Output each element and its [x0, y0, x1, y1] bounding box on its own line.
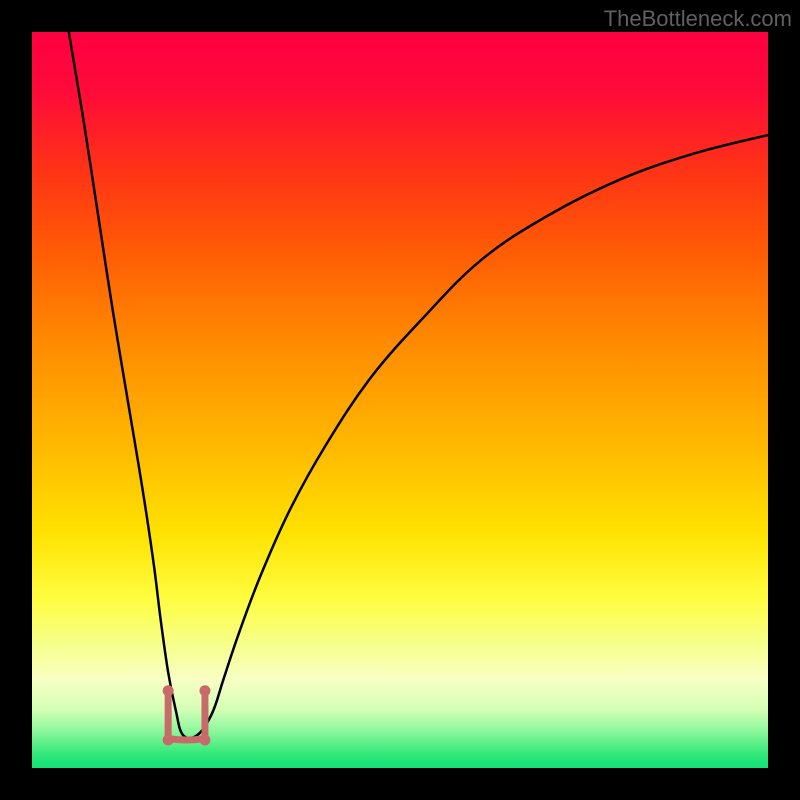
- gradient-background: [32, 32, 768, 768]
- bottleneck-chart: [0, 0, 800, 800]
